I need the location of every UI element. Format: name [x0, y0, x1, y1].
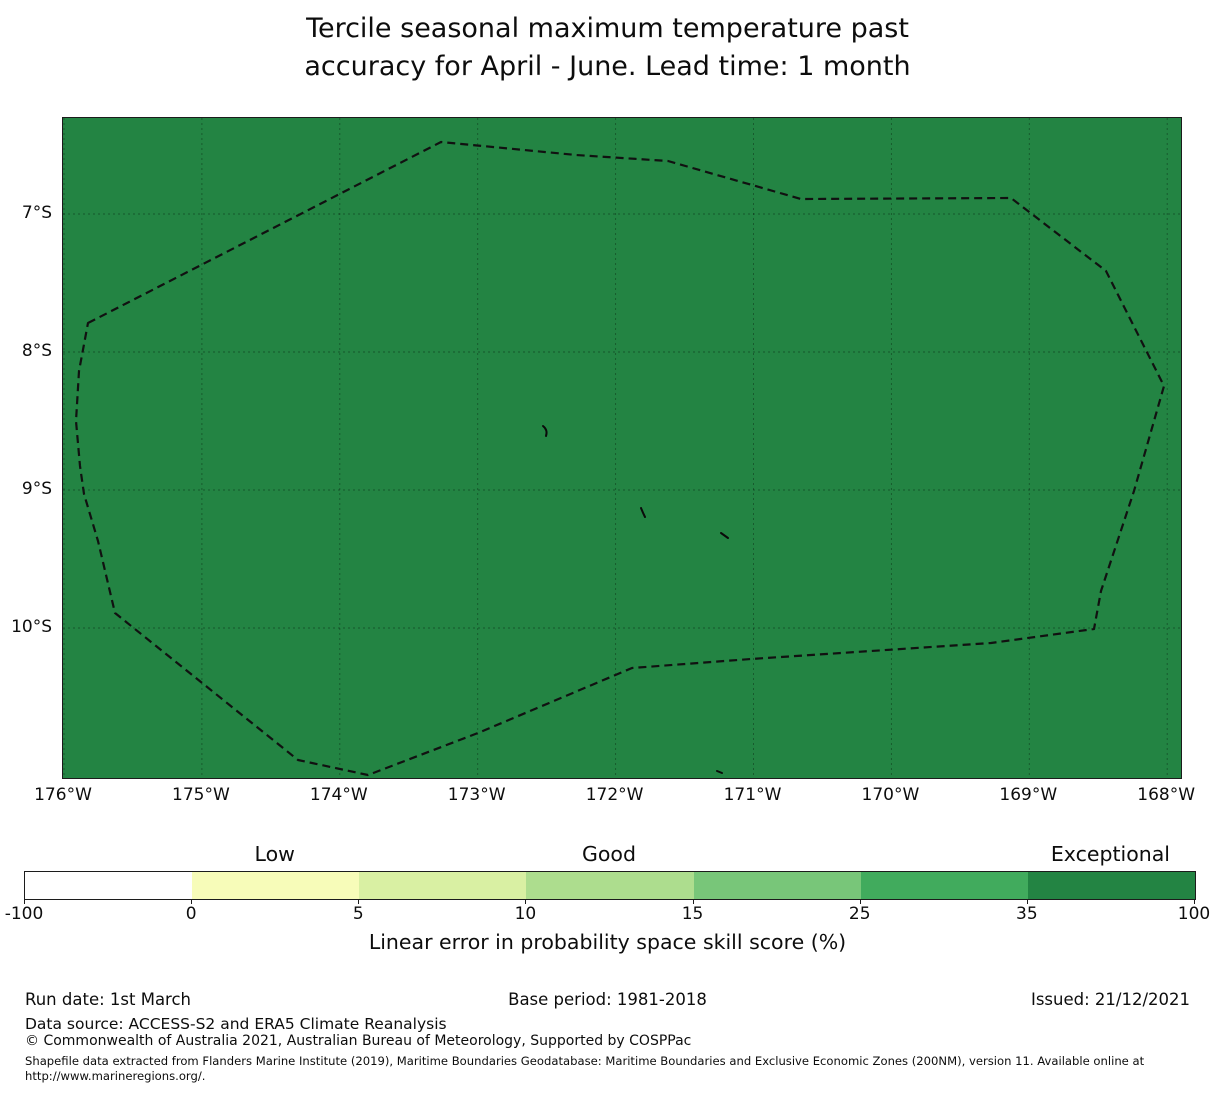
run-date-text: Run date: 1st March [25, 990, 191, 1009]
map-canvas [63, 118, 1181, 778]
colorbar-tick [1026, 899, 1028, 904]
x-tick-label: 174°W [309, 785, 368, 805]
colorbar-tick-label: 5 [352, 904, 364, 924]
colorbar-category-label: Low [254, 842, 295, 866]
data-source-text: Data source: ACCESS-S2 and ERA5 Climate … [25, 1015, 447, 1033]
colorbar-segment [359, 872, 527, 899]
colorbar-tick-label: 35 [1016, 904, 1038, 924]
colorbar-segment [25, 872, 193, 899]
colorbar [24, 871, 1196, 900]
x-tick-label: 175°W [172, 785, 230, 805]
colorbar-segment [860, 872, 1028, 899]
x-tick-label: 176°W [34, 785, 92, 805]
shapefile-note-text: Shapefile data extracted from Flanders M… [25, 1054, 1145, 1083]
y-tick-label: 10°S [11, 617, 52, 637]
y-tick-label: 8°S [21, 341, 52, 361]
island-mark [720, 532, 729, 539]
y-tick-label: 7°S [21, 203, 52, 223]
colorbar-tick-label: 15 [681, 904, 704, 924]
x-tick-label: 171°W [723, 785, 782, 805]
colorbar-caption: Linear error in probability space skill … [368, 930, 847, 954]
colorbar-segment [1027, 872, 1195, 899]
colorbar-segment [526, 872, 694, 899]
island-mark [640, 507, 646, 518]
x-tick-label: 172°W [585, 785, 644, 805]
x-tick-label: 169°W [999, 785, 1058, 805]
colorbar-tick [1194, 899, 1195, 904]
colorbar-tick [525, 899, 527, 904]
colorbar-category-label: Exceptional [1050, 842, 1170, 866]
island-mark [542, 425, 548, 437]
colorbar-tick-label: 25 [848, 904, 871, 924]
colorbar-tick-label: -100 [4, 904, 44, 924]
colorbar-category-label: Good [582, 842, 636, 866]
x-tick-label: 170°W [861, 785, 920, 805]
map-area [62, 117, 1182, 779]
copyright-text: © Commonwealth of Australia 2021, Austra… [25, 1033, 692, 1049]
colorbar-tick-label: 0 [185, 904, 197, 924]
island-mark [716, 770, 723, 774]
x-tick-label: 173°W [447, 785, 506, 805]
issued-text: Issued: 21/12/2021 [1030, 990, 1190, 1009]
y-tick-label: 9°S [21, 479, 52, 499]
colorbar-tick [191, 899, 193, 904]
x-tick-label: 168°W [1137, 785, 1196, 805]
colorbar-tick [859, 899, 861, 904]
base-period-text: Base period: 1981-2018 [508, 990, 707, 1009]
colorbar-segment [693, 872, 861, 899]
eez-boundary-dashed [74, 140, 1166, 777]
chart-title: Tercile seasonal maximum temperature pas… [0, 10, 1215, 86]
chart-title-line2: accuracy for April - June. Lead time: 1 … [304, 51, 911, 82]
chart-title-line1: Tercile seasonal maximum temperature pas… [306, 13, 909, 44]
colorbar-tick [24, 899, 25, 904]
colorbar-tick [692, 899, 694, 904]
colorbar-tick [358, 899, 360, 904]
colorbar-tick-label: 100 [1177, 904, 1211, 924]
colorbar-tick-label: 10 [514, 904, 537, 924]
colorbar-segment [192, 872, 360, 899]
grid-layer [63, 118, 1181, 778]
